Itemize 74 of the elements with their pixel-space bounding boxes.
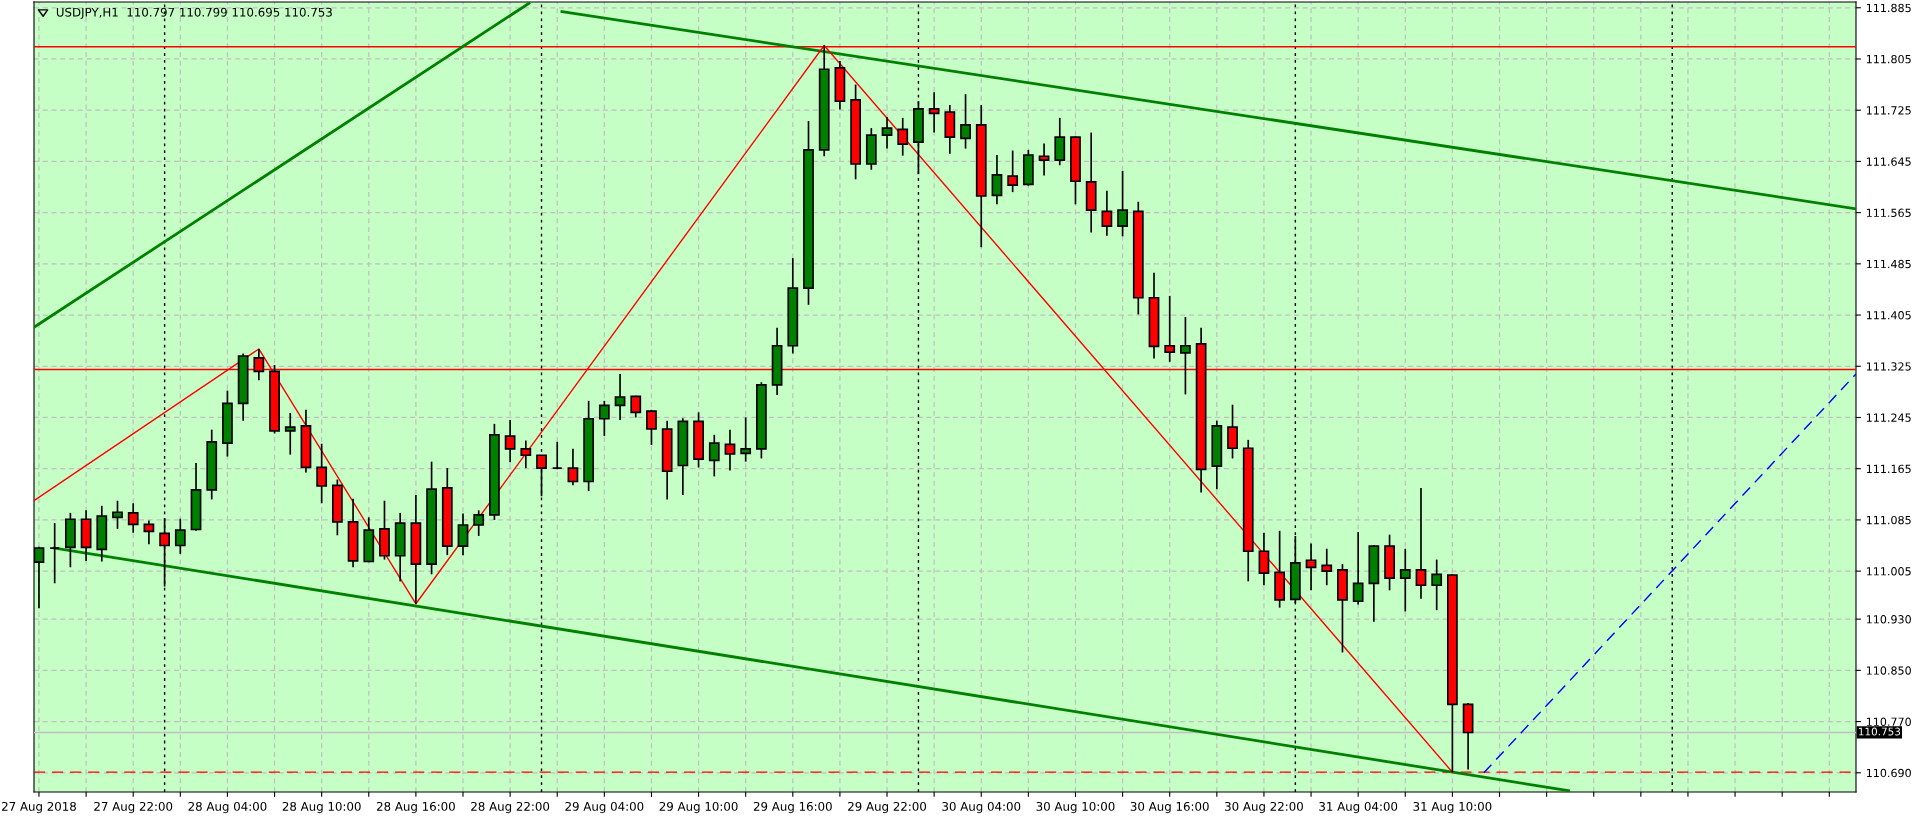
candlestick [1007,149,1019,193]
x-tick-label: 30 Aug 04:00 [942,801,1021,814]
y-tick-label: 111.805 [1866,54,1911,64]
candlestick [740,416,752,463]
candlestick [1117,170,1128,238]
x-tick-label: 28 Aug 10:00 [282,801,361,814]
candlestick [520,439,532,469]
x-tick-label: 27 Aug 22:00 [94,801,173,814]
candlestick [1352,531,1364,606]
y-tick-label: 111.645 [1866,157,1911,166]
candlestick [457,512,469,556]
candlestick [1258,531,1270,587]
x-tick-label: 28 Aug 04:00 [188,801,267,814]
ref-line-label: 110.753 [1858,727,1901,736]
candlestick [504,419,516,464]
y-tick-label: 111.885 [1866,3,1911,13]
x-tick-label: 30 Aug 22:00 [1225,801,1303,814]
candlestick [724,428,736,472]
y-tick-label: 111.565 [1866,208,1911,217]
y-tick-label: 111.725 [1866,106,1911,115]
candlestick [159,517,170,588]
chart-title: USDJPY,H1 110.797 110.799 110.695 110.753 [56,7,332,19]
x-tick-label: 28 Aug 16:00 [376,801,455,814]
y-tick-label: 111.485 [1866,259,1911,269]
candlestick [551,440,563,471]
candlestick [897,117,909,157]
candlestick [708,433,720,478]
x-tick-label: 30 Aug 10:00 [1036,801,1115,814]
candlestick [1431,558,1443,612]
x-tick-label: 29 Aug 04:00 [565,801,644,814]
candlestick [614,373,626,421]
y-tick-label: 111.165 [1866,464,1911,474]
y-tick-label: 110.690 [1866,768,1911,778]
candlestick [316,442,328,505]
candlestick [960,93,971,150]
candlestick [1321,547,1333,587]
x-tick-label: 27 Aug 2018 [2,801,76,814]
y-tick-label: 111.405 [1866,311,1911,320]
candlestick [567,448,579,487]
candlestick [1399,547,1411,613]
x-tick-label: 31 Aug 10:00 [1413,801,1492,814]
candlestick [284,412,296,456]
x-tick-label: 29 Aug 10:00 [659,801,738,814]
candlestick [112,499,123,530]
x-tick-label: 31 Aug 04:00 [1319,801,1398,814]
candlestick [881,116,893,150]
x-tick-label: 28 Aug 22:00 [471,801,550,814]
y-tick-label: 111.325 [1866,362,1911,371]
candlestick [1164,295,1176,363]
candlestick [473,509,485,537]
candlestick [598,400,610,437]
candlestick [1227,403,1238,460]
candlestick [991,154,1003,206]
candlestick [174,517,186,555]
candlestick [646,408,657,446]
candlestick [127,502,139,534]
x-tick-label: 30 Aug 16:00 [1130,801,1209,814]
candlestick [928,91,940,134]
x-tick-label: 29 Aug 16:00 [753,801,832,814]
y-tick-label: 110.930 [1866,615,1911,624]
y-tick-label: 110.850 [1866,666,1911,675]
candlestick [1305,542,1317,592]
y-tick-label: 111.245 [1866,413,1911,422]
y-tick-label: 111.085 [1866,515,1911,525]
y-tick-label: 111.005 [1866,567,1911,576]
candlestick [1180,316,1191,396]
candlestick [1038,142,1050,177]
y-tick-label: 110.770 [1866,717,1911,726]
candlestick [1054,117,1066,167]
candlestick [536,454,547,498]
candlestick [1415,487,1427,600]
candlestick [49,522,61,585]
candlestick [1101,190,1113,237]
x-tick-label: 29 Aug 22:00 [848,801,927,814]
